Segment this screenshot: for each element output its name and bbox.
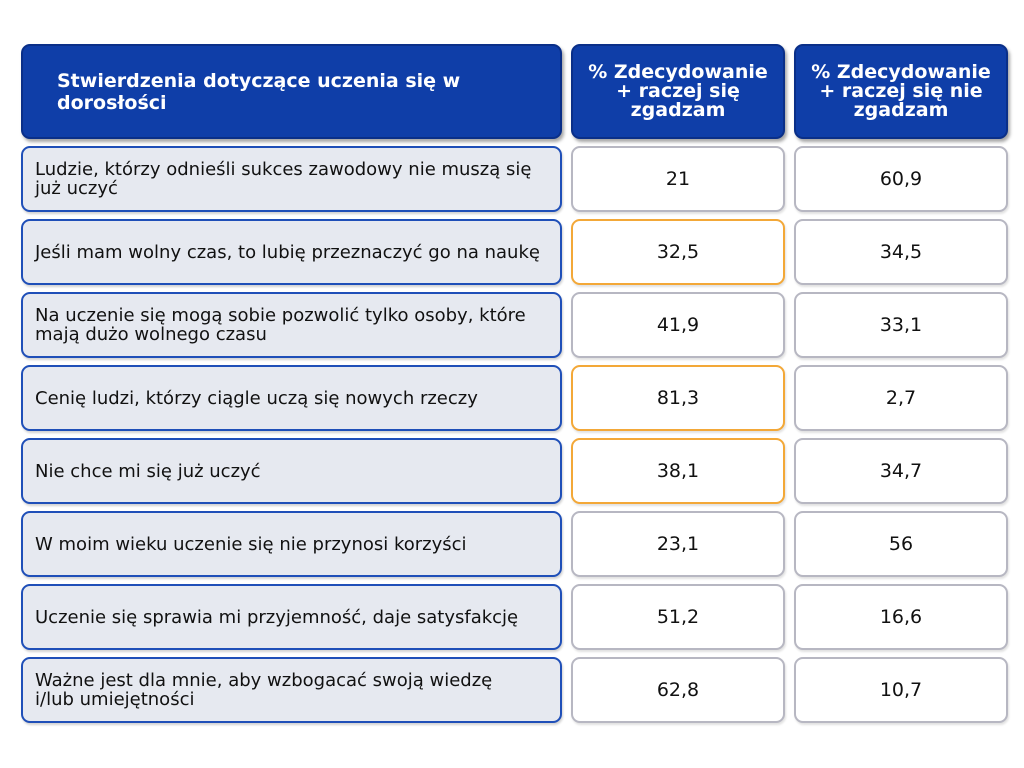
disagree-value: 34,5 (794, 219, 1008, 285)
statement-line: Cenię ludzi, którzy ciągle uczą się nowy… (35, 387, 478, 409)
agree-value: 62,8 (571, 657, 785, 723)
statement-cell: Jeśli mam wolny czas, to lubię przeznacz… (21, 219, 562, 285)
statement-line: i/lub umiejętności (35, 689, 195, 710)
statement-cell: Nie chce mi się już uczyć (21, 438, 562, 504)
agree-value: 51,2 (571, 584, 785, 650)
statement-cell: Ważne jest dla mnie, aby wzbogacać swoją… (21, 657, 562, 723)
statement-text: Nie chce mi się już uczyć (35, 462, 261, 481)
header-statements: Stwierdzenia dotyczące uczenia się w dor… (21, 44, 562, 139)
statement-line: Ludzie, którzy odnieśli sukces zawodowy … (35, 159, 532, 180)
disagree-value: 33,1 (794, 292, 1008, 358)
statement-line: W moim wieku uczenie się nie przynosi ko… (35, 533, 467, 555)
statement-cell: Na uczenie się mogą sobie pozwolić tylko… (21, 292, 562, 358)
agree-value: 81,3 (571, 365, 785, 431)
statement-line: już uczyć (35, 178, 118, 199)
header-disagree-line: % Zdecydowanie (811, 61, 991, 83)
disagree-value: 60,9 (794, 146, 1008, 212)
statement-line: Na uczenie się mogą sobie pozwolić tylko… (35, 305, 526, 326)
header-agree-line: zgadzam (630, 99, 726, 121)
agree-value: 23,1 (571, 511, 785, 577)
statement-line: Jeśli mam wolny czas, to lubię przeznacz… (35, 241, 540, 263)
agree-value: 32,5 (571, 219, 785, 285)
statement-cell: Ludzie, którzy odnieśli sukces zawodowy … (21, 146, 562, 212)
statement-line: Ważne jest dla mnie, aby wzbogacać swoją… (35, 670, 493, 691)
header-agree: % Zdecydowanie + raczej się zgadzam (571, 44, 785, 139)
agree-value: 41,9 (571, 292, 785, 358)
disagree-value: 34,7 (794, 438, 1008, 504)
agree-value: 21 (571, 146, 785, 212)
disagree-value: 2,7 (794, 365, 1008, 431)
statement-cell: W moim wieku uczenie się nie przynosi ko… (21, 511, 562, 577)
header-agree-label: % Zdecydowanie + raczej się zgadzam (588, 63, 768, 120)
header-disagree-line: zgadzam (853, 99, 949, 121)
statement-text: Jeśli mam wolny czas, to lubię przeznacz… (35, 243, 540, 262)
agree-value: 38,1 (571, 438, 785, 504)
statement-text: Ważne jest dla mnie, aby wzbogacać swoją… (35, 671, 492, 709)
header-agree-line: + raczej się (616, 80, 740, 102)
statement-text: Ludzie, którzy odnieśli sukces zawodowy … (35, 160, 531, 198)
statement-line: mają dużo wolnego czasu (35, 324, 267, 345)
header-disagree: % Zdecydowanie + raczej się nie zgadzam (794, 44, 1008, 139)
statement-text: Uczenie się sprawia mi przyjemność, daje… (35, 608, 518, 627)
disagree-value: 56 (794, 511, 1008, 577)
statement-line: Uczenie się sprawia mi przyjemność, daje… (35, 606, 519, 628)
disagree-value: 16,6 (794, 584, 1008, 650)
statement-text: W moim wieku uczenie się nie przynosi ko… (35, 535, 467, 554)
header-statements-label: Stwierdzenia dotyczące uczenia się w dor… (57, 69, 461, 114)
header-agree-line: % Zdecydowanie (588, 61, 768, 83)
statement-cell: Uczenie się sprawia mi przyjemność, daje… (21, 584, 562, 650)
header-disagree-label: % Zdecydowanie + raczej się nie zgadzam (811, 63, 991, 120)
statement-cell: Cenię ludzi, którzy ciągle uczą się nowy… (21, 365, 562, 431)
statement-text: Cenię ludzi, którzy ciągle uczą się nowy… (35, 389, 478, 408)
disagree-value: 10,7 (794, 657, 1008, 723)
statement-text: Na uczenie się mogą sobie pozwolić tylko… (35, 306, 526, 344)
header-disagree-line: + raczej się nie (819, 80, 983, 102)
statement-line: Nie chce mi się już uczyć (35, 460, 261, 482)
